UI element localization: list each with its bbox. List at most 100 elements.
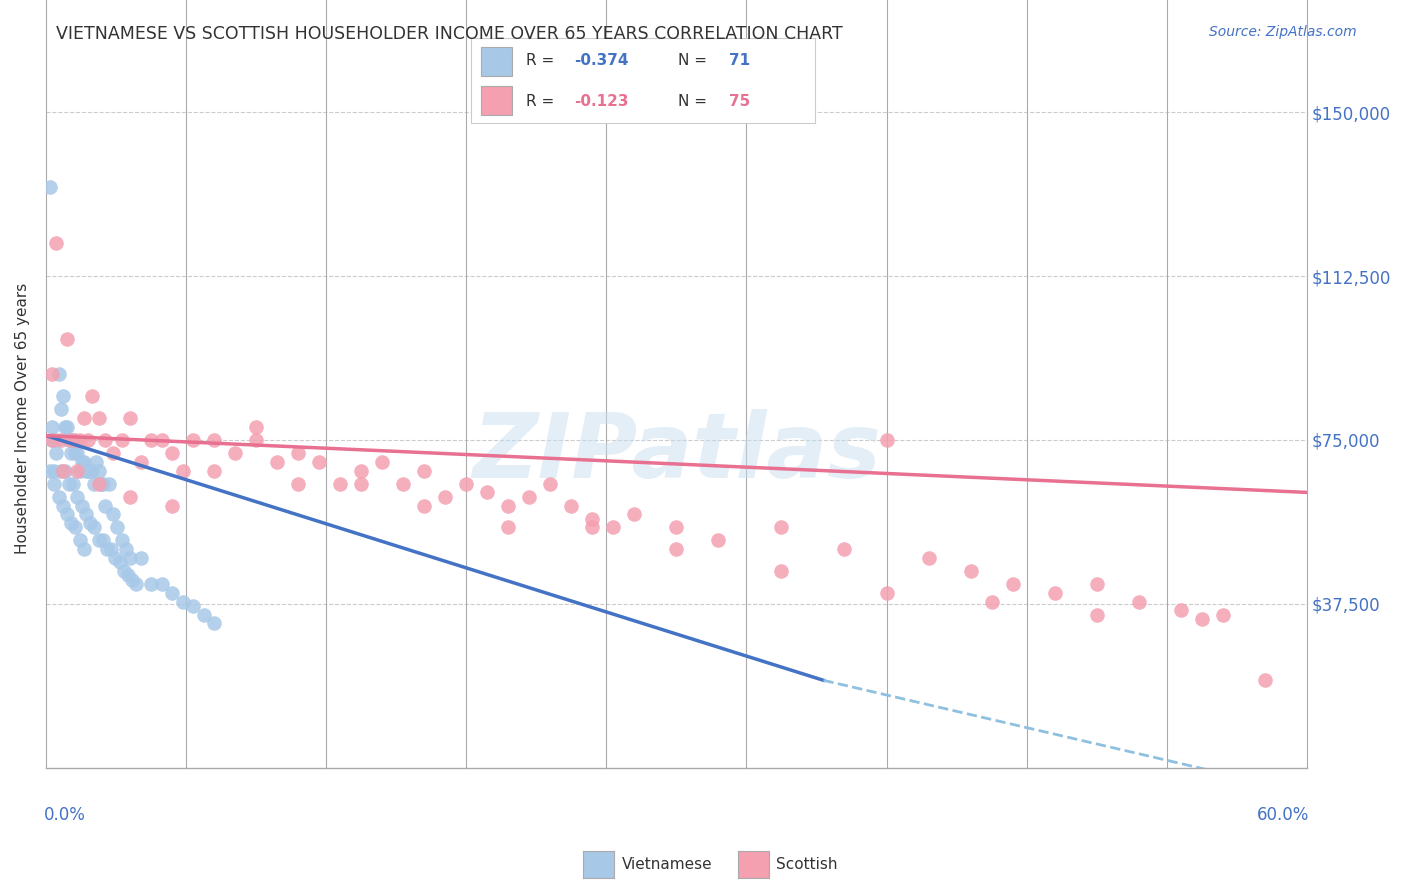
- Point: [876, 586, 898, 600]
- Point: [108, 555, 131, 569]
- Point: [1085, 607, 1108, 622]
- Point: [224, 446, 246, 460]
- Point: [69, 464, 91, 478]
- Text: Scottish: Scottish: [776, 857, 838, 871]
- Point: [834, 542, 856, 557]
- Text: -0.374: -0.374: [575, 53, 628, 68]
- Point: [66, 446, 89, 460]
- Text: -0.123: -0.123: [575, 94, 628, 109]
- Text: Vietnamese: Vietnamese: [621, 857, 711, 871]
- Text: 60.0%: 60.0%: [1257, 806, 1309, 824]
- Point: [496, 499, 519, 513]
- Point: [48, 490, 70, 504]
- Point: [350, 476, 373, 491]
- Point: [245, 420, 267, 434]
- Point: [665, 542, 688, 557]
- Point: [39, 179, 62, 194]
- Point: [118, 490, 141, 504]
- Point: [73, 542, 96, 557]
- Point: [62, 476, 84, 491]
- Text: N =: N =: [678, 53, 711, 68]
- Point: [103, 446, 125, 460]
- Point: [70, 499, 93, 513]
- Point: [623, 508, 645, 522]
- Text: 0.0%: 0.0%: [44, 806, 86, 824]
- Point: [117, 568, 139, 582]
- Point: [65, 433, 87, 447]
- Point: [181, 599, 204, 613]
- Point: [150, 577, 173, 591]
- Point: [70, 455, 93, 469]
- Point: [58, 433, 80, 447]
- Point: [79, 464, 101, 478]
- Point: [77, 433, 100, 447]
- Text: 71: 71: [730, 53, 751, 68]
- Point: [91, 476, 114, 491]
- Point: [371, 455, 394, 469]
- Point: [86, 455, 108, 469]
- Point: [245, 433, 267, 447]
- Point: [266, 455, 288, 469]
- Point: [181, 433, 204, 447]
- Point: [60, 516, 83, 530]
- Point: [392, 476, 415, 491]
- Point: [517, 490, 540, 504]
- Point: [160, 446, 183, 460]
- Point: [112, 564, 135, 578]
- Point: [45, 446, 67, 460]
- Y-axis label: Householder Income Over 65 years: Householder Income Over 65 years: [15, 283, 30, 554]
- Point: [75, 508, 97, 522]
- Point: [329, 476, 352, 491]
- Point: [49, 464, 72, 478]
- Point: [87, 464, 110, 478]
- Point: [69, 433, 91, 447]
- Point: [1170, 603, 1192, 617]
- Text: VIETNAMESE VS SCOTTISH HOUSEHOLDER INCOME OVER 65 YEARS CORRELATION CHART: VIETNAMESE VS SCOTTISH HOUSEHOLDER INCOM…: [56, 25, 844, 43]
- Point: [82, 464, 104, 478]
- Point: [456, 476, 478, 491]
- Point: [538, 476, 561, 491]
- Point: [62, 433, 84, 447]
- Text: Source: ZipAtlas.com: Source: ZipAtlas.com: [1209, 25, 1357, 39]
- Point: [581, 520, 603, 534]
- Point: [56, 333, 79, 347]
- Point: [202, 433, 225, 447]
- Point: [66, 490, 89, 504]
- Point: [160, 586, 183, 600]
- Point: [73, 411, 96, 425]
- Point: [56, 508, 79, 522]
- Point: [121, 573, 143, 587]
- Point: [104, 551, 127, 566]
- Point: [39, 464, 62, 478]
- Point: [287, 476, 309, 491]
- Point: [49, 433, 72, 447]
- Point: [172, 594, 194, 608]
- Point: [69, 533, 91, 548]
- Point: [98, 476, 121, 491]
- Point: [45, 433, 67, 447]
- Point: [44, 464, 66, 478]
- Point: [434, 490, 457, 504]
- Point: [160, 499, 183, 513]
- Point: [193, 607, 215, 622]
- Point: [58, 476, 80, 491]
- Point: [308, 455, 330, 469]
- Point: [139, 577, 162, 591]
- Point: [94, 499, 117, 513]
- Text: N =: N =: [678, 94, 711, 109]
- FancyBboxPatch shape: [481, 86, 512, 114]
- Point: [118, 411, 141, 425]
- Point: [45, 236, 67, 251]
- Point: [202, 464, 225, 478]
- Point: [83, 476, 105, 491]
- Point: [82, 389, 104, 403]
- Text: R =: R =: [526, 94, 560, 109]
- Point: [83, 520, 105, 534]
- Point: [413, 464, 436, 478]
- Point: [1191, 612, 1213, 626]
- Point: [56, 420, 79, 434]
- Point: [770, 564, 793, 578]
- Point: [125, 577, 148, 591]
- Point: [41, 433, 63, 447]
- Point: [87, 411, 110, 425]
